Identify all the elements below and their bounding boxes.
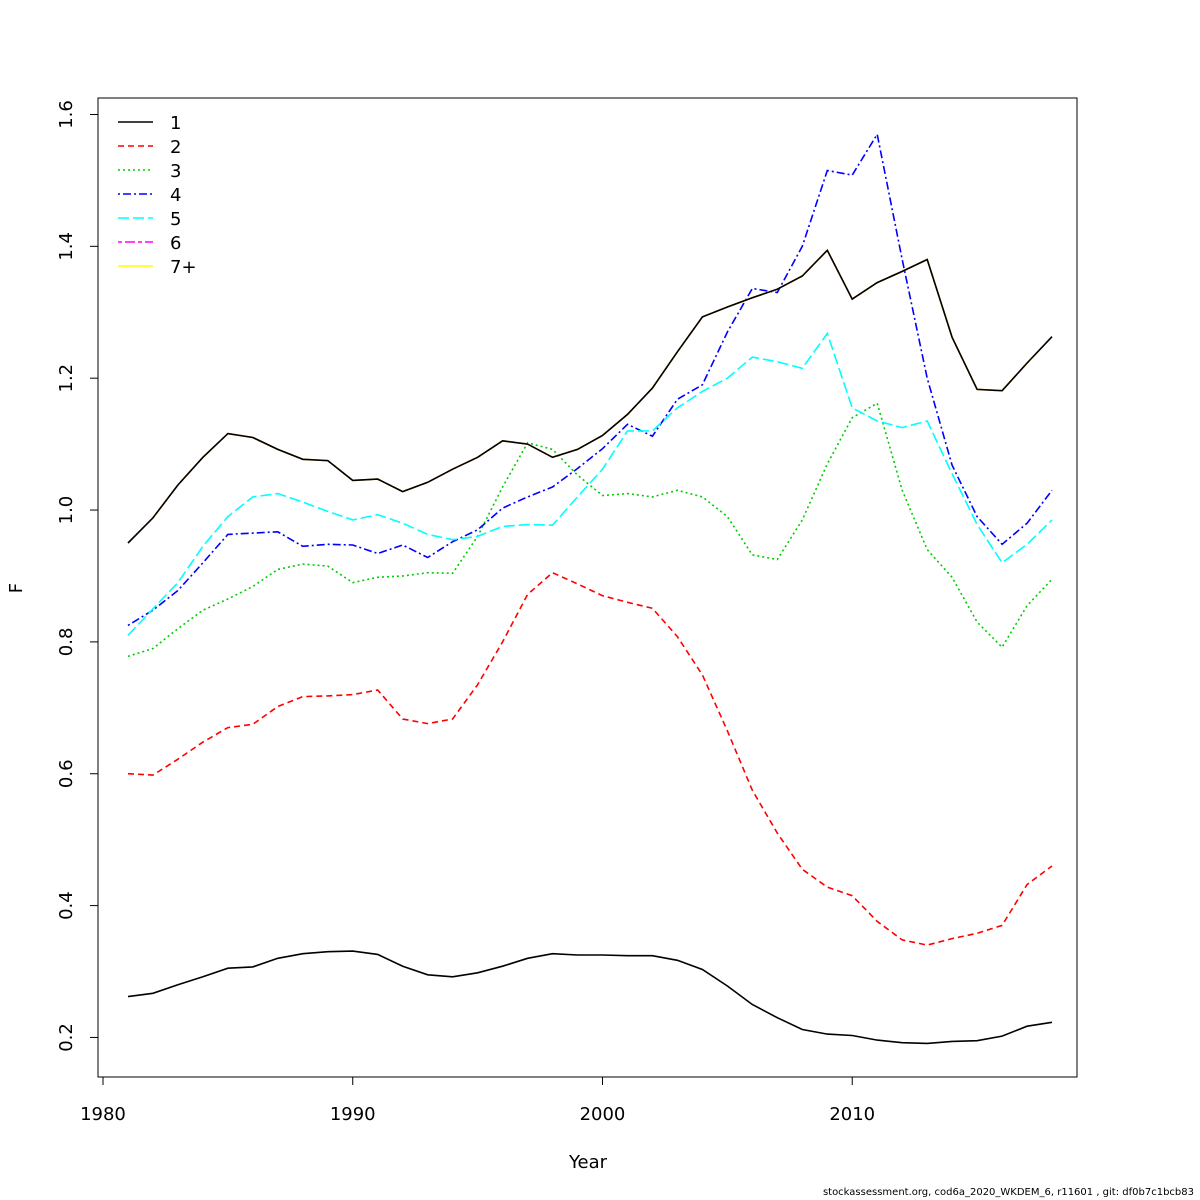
legend-label: 5 — [170, 209, 181, 230]
plot-frame — [97, 97, 1078, 1078]
x-axis: 1980 1990 2000 2010 — [80, 1076, 875, 1125]
y-axis: 0.2 0.4 0.6 0.8 1.0 1.2 1.4 1.6 — [56, 100, 99, 1052]
x-axis-title: Year — [568, 1152, 608, 1173]
legend-label: 6 — [170, 233, 181, 254]
y-tick-label: 1.4 — [56, 232, 77, 261]
y-tick-label: 0.8 — [56, 628, 77, 657]
legend: 1 2 3 4 5 6 7+ — [118, 113, 197, 278]
footer-caption: stockassessment.org, cod6a_2020_WKDEM_6,… — [822, 1187, 1194, 1198]
series-line-3 — [127, 401, 1053, 658]
y-tick-label: 1.6 — [56, 100, 77, 129]
x-tick-label: 2000 — [580, 1104, 626, 1125]
y-tick-label: 0.2 — [56, 1023, 77, 1052]
x-tick-label: 2010 — [829, 1104, 875, 1125]
y-tick-label: 0.6 — [56, 759, 77, 788]
series-line-4 — [127, 132, 1053, 627]
legend-label: 3 — [170, 161, 181, 182]
y-tick-label: 1.0 — [56, 496, 77, 525]
x-tick-label: 1990 — [330, 1104, 376, 1125]
y-tick-label: 1.2 — [56, 364, 77, 393]
legend-label: 7+ — [170, 257, 197, 278]
series-line-5 — [127, 331, 1053, 636]
x-tick-label: 1980 — [80, 1104, 126, 1125]
series-layer — [127, 132, 1053, 1045]
legend-label: 2 — [170, 137, 181, 158]
y-axis-title: F — [6, 583, 27, 593]
series-line-overlay — [127, 248, 1053, 544]
series-line-2 — [127, 571, 1053, 946]
series-line-1 — [127, 950, 1053, 1045]
y-tick-label: 0.4 — [56, 891, 77, 920]
series-line-6 — [127, 248, 1053, 544]
series-line-7plus — [127, 248, 1053, 544]
legend-label: 1 — [170, 113, 181, 134]
legend-label: 4 — [170, 185, 181, 206]
